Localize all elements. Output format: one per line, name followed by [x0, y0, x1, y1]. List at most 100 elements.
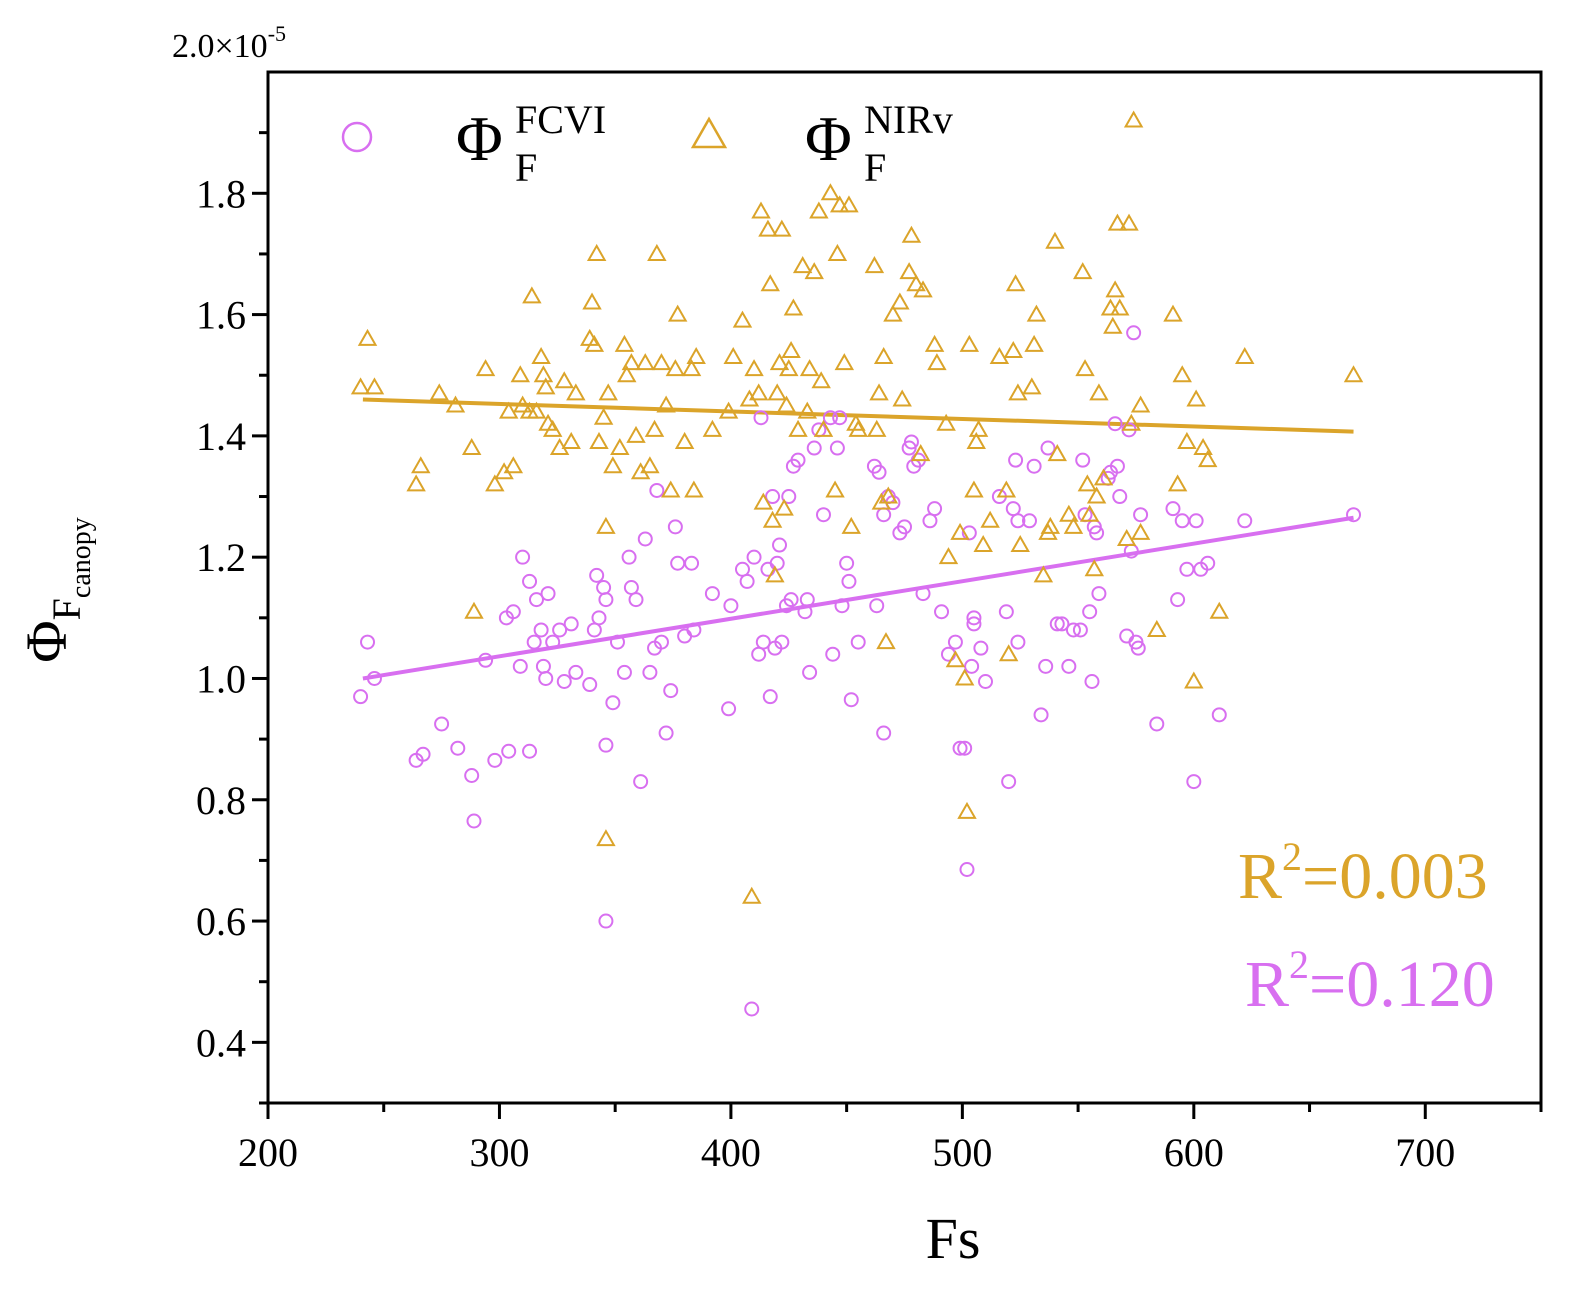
point-nirv [1110, 298, 1130, 316]
point-fcvi [1061, 658, 1077, 674]
point-nirv [848, 419, 868, 437]
point-nirv [890, 292, 910, 310]
point-fcvi [973, 640, 989, 656]
point-fcvi [927, 501, 943, 517]
point-nirv [1008, 383, 1028, 401]
legend-label-fcvi-sub: F [515, 145, 537, 190]
point-fcvi [1026, 458, 1042, 474]
point-nirv [1116, 528, 1137, 546]
point-fcvi [799, 592, 815, 608]
point-nirv [964, 480, 984, 498]
point-nirv [954, 668, 975, 686]
y-axis-title-sub: F [44, 598, 89, 620]
point-nirv [788, 419, 808, 437]
point-fcvi [978, 674, 994, 690]
point-nirv [1010, 535, 1030, 553]
point-nirv [536, 377, 556, 395]
point-fcvi [1089, 525, 1105, 541]
y-axis-multiplier: 2.0×10-5 [172, 21, 286, 65]
x-tick-label: 300 [469, 1130, 529, 1175]
point-nirv [635, 353, 655, 371]
point-nirv [1075, 359, 1095, 377]
point-fcvi [1130, 640, 1146, 656]
point-fcvi [667, 519, 683, 535]
y-tick-label: 1.4 [196, 414, 246, 459]
point-nirv [1121, 413, 1142, 431]
point-fcvi [1200, 555, 1216, 571]
point-nirv [1089, 383, 1109, 401]
point-fcvi [434, 716, 450, 732]
point-nirv [554, 371, 574, 389]
point-nirv [498, 401, 519, 419]
point-nirv [841, 516, 861, 534]
point-nirv [1079, 504, 1100, 522]
point-nirv [596, 829, 616, 847]
legend-label-fcvi: Φ FCVI F [456, 97, 606, 190]
point-nirv [820, 183, 841, 201]
point-nirv [957, 801, 977, 819]
point-nirv [1026, 304, 1047, 322]
point-fcvi [850, 634, 866, 650]
point-nirv [1045, 231, 1065, 249]
point-fcvi [1179, 561, 1195, 577]
point-fcvi [649, 482, 665, 498]
point-fcvi [522, 573, 538, 589]
point-nirv [772, 219, 792, 237]
point-fcvi [822, 410, 838, 426]
axes: 200 300 400 500 600 700 0.4 0.6 0.8 1.0 1.2 1.4 1.6 1… [196, 131, 1543, 1175]
point-fcvi [957, 740, 973, 756]
point-nirv [779, 359, 799, 377]
point-fcvi [922, 513, 938, 529]
point-nirv [753, 492, 774, 510]
point-fcvi [746, 549, 762, 565]
point-fcvi [540, 586, 556, 602]
point-nirv [429, 383, 449, 401]
point-nirv [1100, 298, 1121, 316]
point-fcvi [1072, 622, 1088, 638]
point-nirv [651, 353, 672, 371]
point-nirv [1107, 213, 1128, 231]
y-tick-label: 0.4 [196, 1020, 246, 1065]
point-fcvi [353, 689, 369, 705]
point-nirv [839, 195, 859, 213]
point-fcvi [526, 634, 542, 650]
point-fcvi [739, 573, 755, 589]
point-fcvi [802, 664, 818, 680]
point-fcvi [563, 616, 579, 632]
point-nirv [661, 480, 681, 498]
point-fcvi [940, 646, 956, 662]
point-fcvi [1109, 458, 1125, 474]
point-nirv [512, 395, 533, 413]
point-fcvi [556, 674, 572, 690]
point-fcvi [478, 652, 494, 668]
fit-line-nirv [362, 397, 1354, 434]
point-fcvi [628, 592, 644, 608]
point-fcvi [684, 555, 700, 571]
y-tick-label: 1.8 [196, 171, 246, 216]
point-fcvi [1005, 501, 1021, 517]
point-nirv [1077, 474, 1098, 492]
point-nirv [809, 201, 829, 219]
point-nirv [626, 425, 646, 443]
point-fcvi [589, 567, 605, 583]
point-fcvi [1038, 658, 1054, 674]
point-nirv [913, 280, 933, 298]
point-nirv [799, 359, 820, 377]
x-tick-label: 200 [238, 1130, 298, 1175]
point-fcvi [591, 610, 607, 626]
legend-label-fcvi-sup: FCVI [515, 97, 606, 142]
point-nirv [827, 243, 848, 261]
x-tick-label: 500 [932, 1130, 992, 1175]
point-fcvi [653, 634, 669, 650]
point-nirv [906, 274, 926, 292]
point-fcvi [734, 561, 750, 577]
point-fcvi [1010, 634, 1026, 650]
point-nirv [1105, 280, 1125, 298]
point-nirv [1123, 110, 1144, 128]
point-fcvi [765, 489, 781, 505]
point-nirv [1086, 486, 1107, 504]
point-nirv [1103, 316, 1123, 334]
point-nirv [1059, 504, 1079, 522]
point-fcvi [464, 768, 480, 784]
point-nirv [589, 431, 609, 449]
